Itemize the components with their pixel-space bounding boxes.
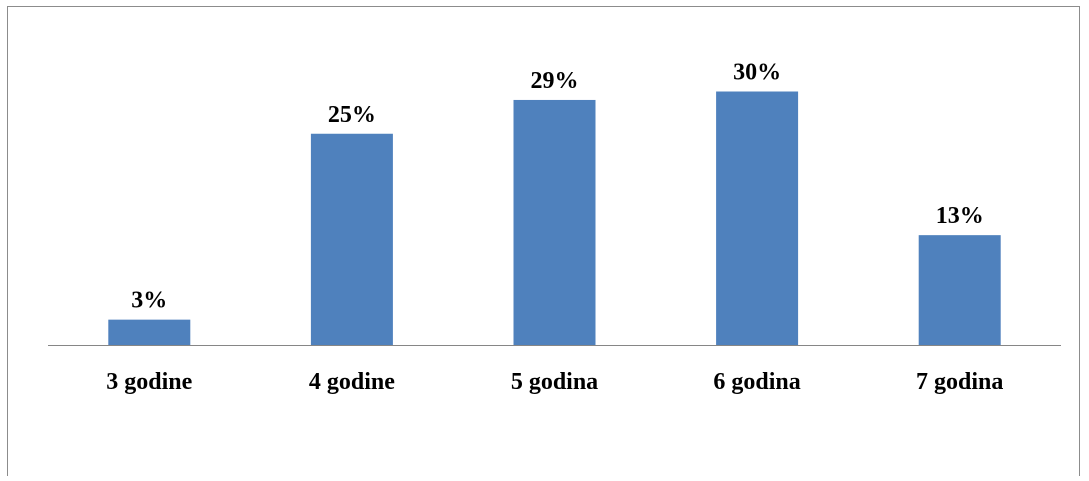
value-label-4: 13% xyxy=(936,203,984,229)
category-label-1: 4 godine xyxy=(309,369,395,395)
bar-0 xyxy=(108,319,191,345)
category-label-0: 3 godine xyxy=(106,369,192,395)
category-label-4: 7 godina xyxy=(916,369,1003,395)
value-label-1: 25% xyxy=(328,102,376,128)
bars-layer xyxy=(108,91,1001,345)
value-labels-layer: 3% 25% 29% 30% 13% xyxy=(131,60,983,314)
bar-2 xyxy=(513,99,596,345)
bar-3 xyxy=(716,91,799,345)
category-labels-layer: 3 godine 4 godine 5 godina 6 godina 7 godina xyxy=(106,369,1003,395)
bar-1 xyxy=(310,133,393,345)
chart-frame xyxy=(7,6,1080,476)
bar-4 xyxy=(918,235,1001,345)
value-label-3: 30% xyxy=(733,60,781,86)
value-label-0: 3% xyxy=(131,288,167,314)
value-label-2: 29% xyxy=(531,68,579,94)
category-label-2: 5 godina xyxy=(511,369,598,395)
category-label-3: 6 godina xyxy=(713,369,800,395)
